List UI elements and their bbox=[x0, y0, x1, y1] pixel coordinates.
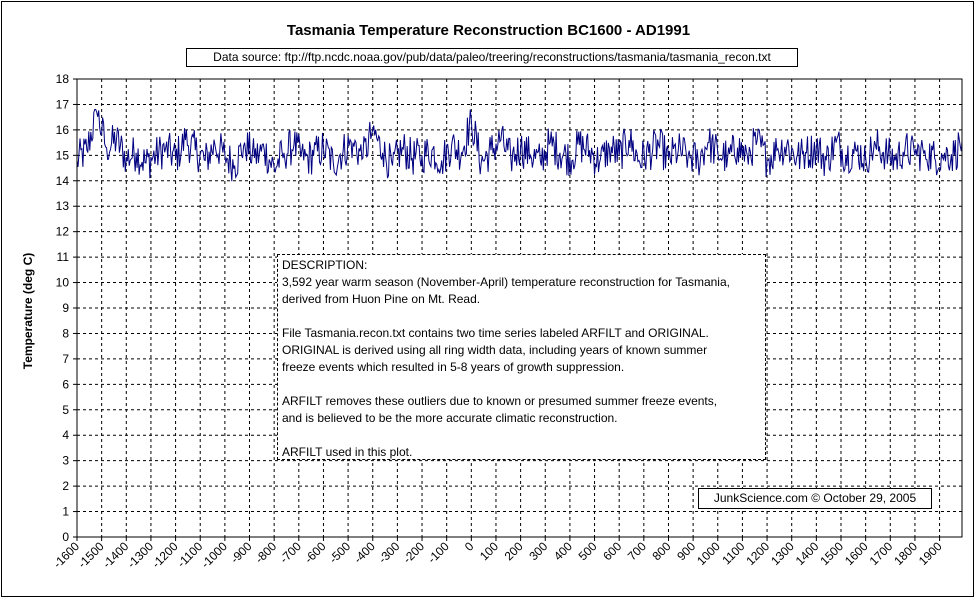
description-line bbox=[282, 427, 761, 444]
y-tick-label: 4 bbox=[62, 428, 69, 442]
x-tick-label: -400 bbox=[351, 539, 378, 566]
y-tick-label: 12 bbox=[56, 225, 70, 239]
x-tick-label: 200 bbox=[502, 539, 526, 563]
description-line: ARFILT removes these outliers due to kno… bbox=[282, 394, 718, 408]
y-tick-label: 10 bbox=[56, 276, 70, 290]
x-tick-label: -900 bbox=[228, 539, 255, 566]
description-box: DESCRIPTION: 3,592 year warm season (Nov… bbox=[277, 254, 766, 460]
x-tick-label: 1600 bbox=[842, 539, 871, 568]
description-line: derived from Huon Pine on Mt. Read. bbox=[282, 292, 481, 306]
y-tick-label: 6 bbox=[62, 377, 69, 391]
x-tick-label: -1600 bbox=[51, 539, 83, 571]
x-tick-label: -100 bbox=[425, 539, 452, 566]
x-tick-label: 600 bbox=[600, 539, 624, 563]
x-tick-label: 1000 bbox=[694, 539, 723, 568]
x-tick-label: 700 bbox=[625, 539, 649, 563]
x-tick-label: 1500 bbox=[817, 539, 846, 568]
x-tick-label: 1100 bbox=[719, 539, 747, 567]
y-tick-label: 0 bbox=[62, 530, 69, 544]
description-line: File Tasmania.recon.txt contains two tim… bbox=[282, 326, 709, 340]
x-tick-label: 1300 bbox=[768, 539, 797, 568]
y-tick-label: 7 bbox=[62, 352, 69, 366]
series-line-arfilt bbox=[76, 109, 963, 182]
x-tick-label: 0 bbox=[462, 539, 477, 554]
y-tick-label: 15 bbox=[56, 148, 70, 162]
y-tick-label: 3 bbox=[62, 454, 69, 468]
y-tick-label: 11 bbox=[57, 250, 70, 264]
x-tick-label: -300 bbox=[376, 539, 403, 566]
y-tick-label: 17 bbox=[56, 97, 70, 111]
x-tick-label: 1400 bbox=[793, 539, 822, 568]
credit-box: JunkScience.com © October 29, 2005 bbox=[698, 488, 932, 509]
description-line: ORIGINAL is derived using all ring width… bbox=[282, 343, 708, 357]
x-tick-label: 1700 bbox=[867, 539, 896, 568]
x-tick-label: -700 bbox=[277, 539, 304, 566]
plot-area-border bbox=[76, 78, 963, 538]
y-tick-label: 16 bbox=[56, 123, 70, 137]
x-tick-label: 400 bbox=[551, 539, 575, 563]
x-tick-label: 800 bbox=[650, 539, 674, 563]
x-tick-label: 100 bbox=[477, 539, 501, 563]
x-tick-label: -1500 bbox=[75, 539, 107, 571]
description-line: 3,592 year warm season (November-April) … bbox=[282, 275, 730, 289]
x-tick-label: -1000 bbox=[198, 539, 230, 571]
axes bbox=[73, 78, 963, 541]
x-tick-label: -800 bbox=[252, 539, 279, 566]
x-tick-labels: -1600-1500-1400-1300-1200-1100-1000-900-… bbox=[51, 539, 945, 571]
description-line bbox=[282, 376, 761, 393]
description-line: ARFILT used in this plot. bbox=[282, 445, 413, 459]
x-tick-label: -1400 bbox=[100, 539, 132, 571]
x-tick-label: -1300 bbox=[124, 539, 156, 571]
y-tick-label: 8 bbox=[62, 326, 69, 340]
description-line: DESCRIPTION: bbox=[282, 258, 368, 272]
description-line: and is believed to be the more accurate … bbox=[282, 411, 618, 425]
series-layer bbox=[76, 109, 963, 182]
x-tick-label: -1100 bbox=[174, 539, 205, 570]
chart-title: Tasmania Temperature Reconstruction BC16… bbox=[286, 22, 691, 39]
x-tick-label: 300 bbox=[526, 539, 550, 563]
y-tick-label: 5 bbox=[62, 403, 69, 417]
x-tick-label: -500 bbox=[326, 539, 353, 566]
data-source-box: Data source: ftp://ftp.ncdc.noaa.gov/pub… bbox=[186, 48, 798, 67]
y-tick-label: 14 bbox=[56, 174, 70, 188]
x-tick-label: -600 bbox=[302, 539, 329, 566]
y-tick-label: 13 bbox=[56, 199, 70, 213]
x-tick-label: 1800 bbox=[891, 539, 920, 568]
x-tick-label: -200 bbox=[400, 539, 427, 566]
y-tick-label: 2 bbox=[62, 479, 69, 493]
x-tick-label: 1900 bbox=[916, 539, 945, 568]
y-tick-label: 18 bbox=[56, 72, 70, 86]
description-line bbox=[282, 308, 761, 325]
y-tick-label: 9 bbox=[62, 301, 69, 315]
x-tick-label: 500 bbox=[576, 539, 600, 563]
x-tick-label: 1200 bbox=[743, 539, 772, 568]
x-tick-label: -1200 bbox=[149, 539, 181, 571]
description-line: freeze events which resulted in 5-8 year… bbox=[282, 360, 625, 374]
y-tick-label: 1 bbox=[62, 505, 69, 519]
